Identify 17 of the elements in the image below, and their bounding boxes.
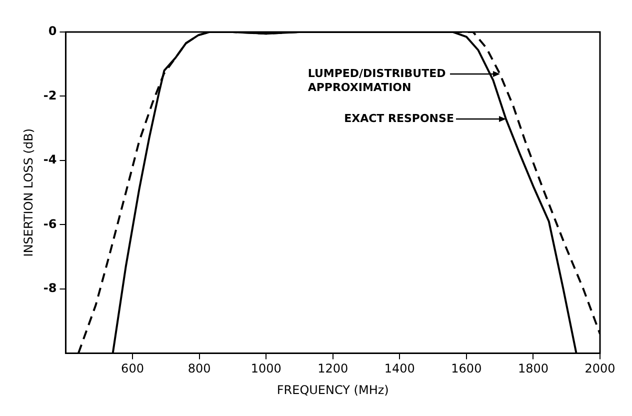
y-tick-label: -4 xyxy=(43,152,57,167)
x-tick-label: 800 xyxy=(188,362,211,376)
y-axis-title: INSERTION LOSS (dB) xyxy=(21,128,36,257)
y-tick-label: 0 xyxy=(48,24,57,38)
x-tick-label: 1600 xyxy=(451,362,482,376)
x-tick-label: 1200 xyxy=(318,362,348,376)
annotation: EXACT RESPONSE xyxy=(344,112,454,126)
x-tick-label: 600 xyxy=(121,362,144,376)
y-tick-label: -8 xyxy=(43,281,57,296)
y-tick-label: -2 xyxy=(43,88,57,102)
x-tick-label: 2000 xyxy=(584,362,616,376)
annotation: LUMPED/DISTRIBUTED APPROXIMATION xyxy=(308,66,447,95)
y-tick-label: -6 xyxy=(43,216,57,231)
x-tick-label: 1000 xyxy=(250,362,282,376)
x-axis-title: FREQUENCY (MHz) xyxy=(276,382,389,397)
x-tick-label: 1800 xyxy=(518,362,548,376)
x-tick-label: 1400 xyxy=(384,362,415,376)
